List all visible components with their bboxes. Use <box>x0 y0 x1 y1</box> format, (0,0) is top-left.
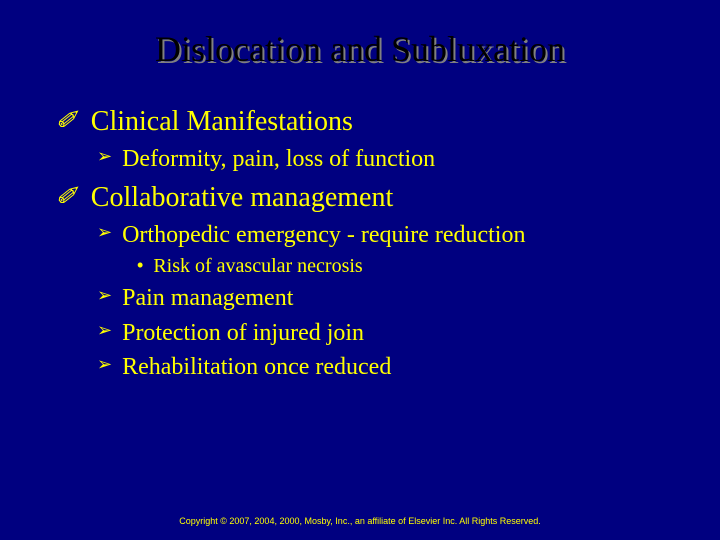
level2-text: Pain management <box>122 284 293 313</box>
arrow-icon: ➢ <box>97 284 112 307</box>
bullet-level2: ➢ Pain management <box>97 284 665 313</box>
level2-text: Deformity, pain, loss of function <box>122 145 435 174</box>
scribble-icon: ✐ <box>55 105 77 136</box>
arrow-icon: ➢ <box>97 221 112 244</box>
bullet-level2: ➢ Deformity, pain, loss of function <box>97 145 665 174</box>
bullet-level1: ✐ Clinical Manifestations <box>55 105 665 139</box>
level1-text: Clinical Manifestations <box>91 105 353 139</box>
arrow-icon: ➢ <box>97 145 112 168</box>
bullet-level2: ➢ Rehabilitation once reduced <box>97 353 665 382</box>
copyright-footer: Copyright © 2007, 2004, 2000, Mosby, Inc… <box>0 516 720 526</box>
level1-text: Collaborative management <box>91 181 393 215</box>
slide: Dislocation and Subluxation ✐ Clinical M… <box>0 0 720 540</box>
level2-text: Protection of injured join <box>122 319 364 348</box>
bullet-level1: ✐ Collaborative management <box>55 181 665 215</box>
arrow-icon: ➢ <box>97 319 112 342</box>
bullet-level2: ➢ Orthopedic emergency - require reducti… <box>97 221 665 250</box>
dot-icon: • <box>137 254 143 277</box>
bullet-level2: ➢ Protection of injured join <box>97 319 665 348</box>
arrow-icon: ➢ <box>97 353 112 376</box>
level2-text: Rehabilitation once reduced <box>122 353 391 382</box>
level3-text: Risk of avascular necrosis <box>153 254 362 278</box>
slide-title: Dislocation and Subluxation <box>0 0 720 70</box>
level2-text: Orthopedic emergency - require reduction <box>122 221 525 250</box>
scribble-icon: ✐ <box>55 181 77 212</box>
bullet-level3: • Risk of avascular necrosis <box>137 254 665 278</box>
slide-content: ✐ Clinical Manifestations ➢ Deformity, p… <box>0 70 720 382</box>
